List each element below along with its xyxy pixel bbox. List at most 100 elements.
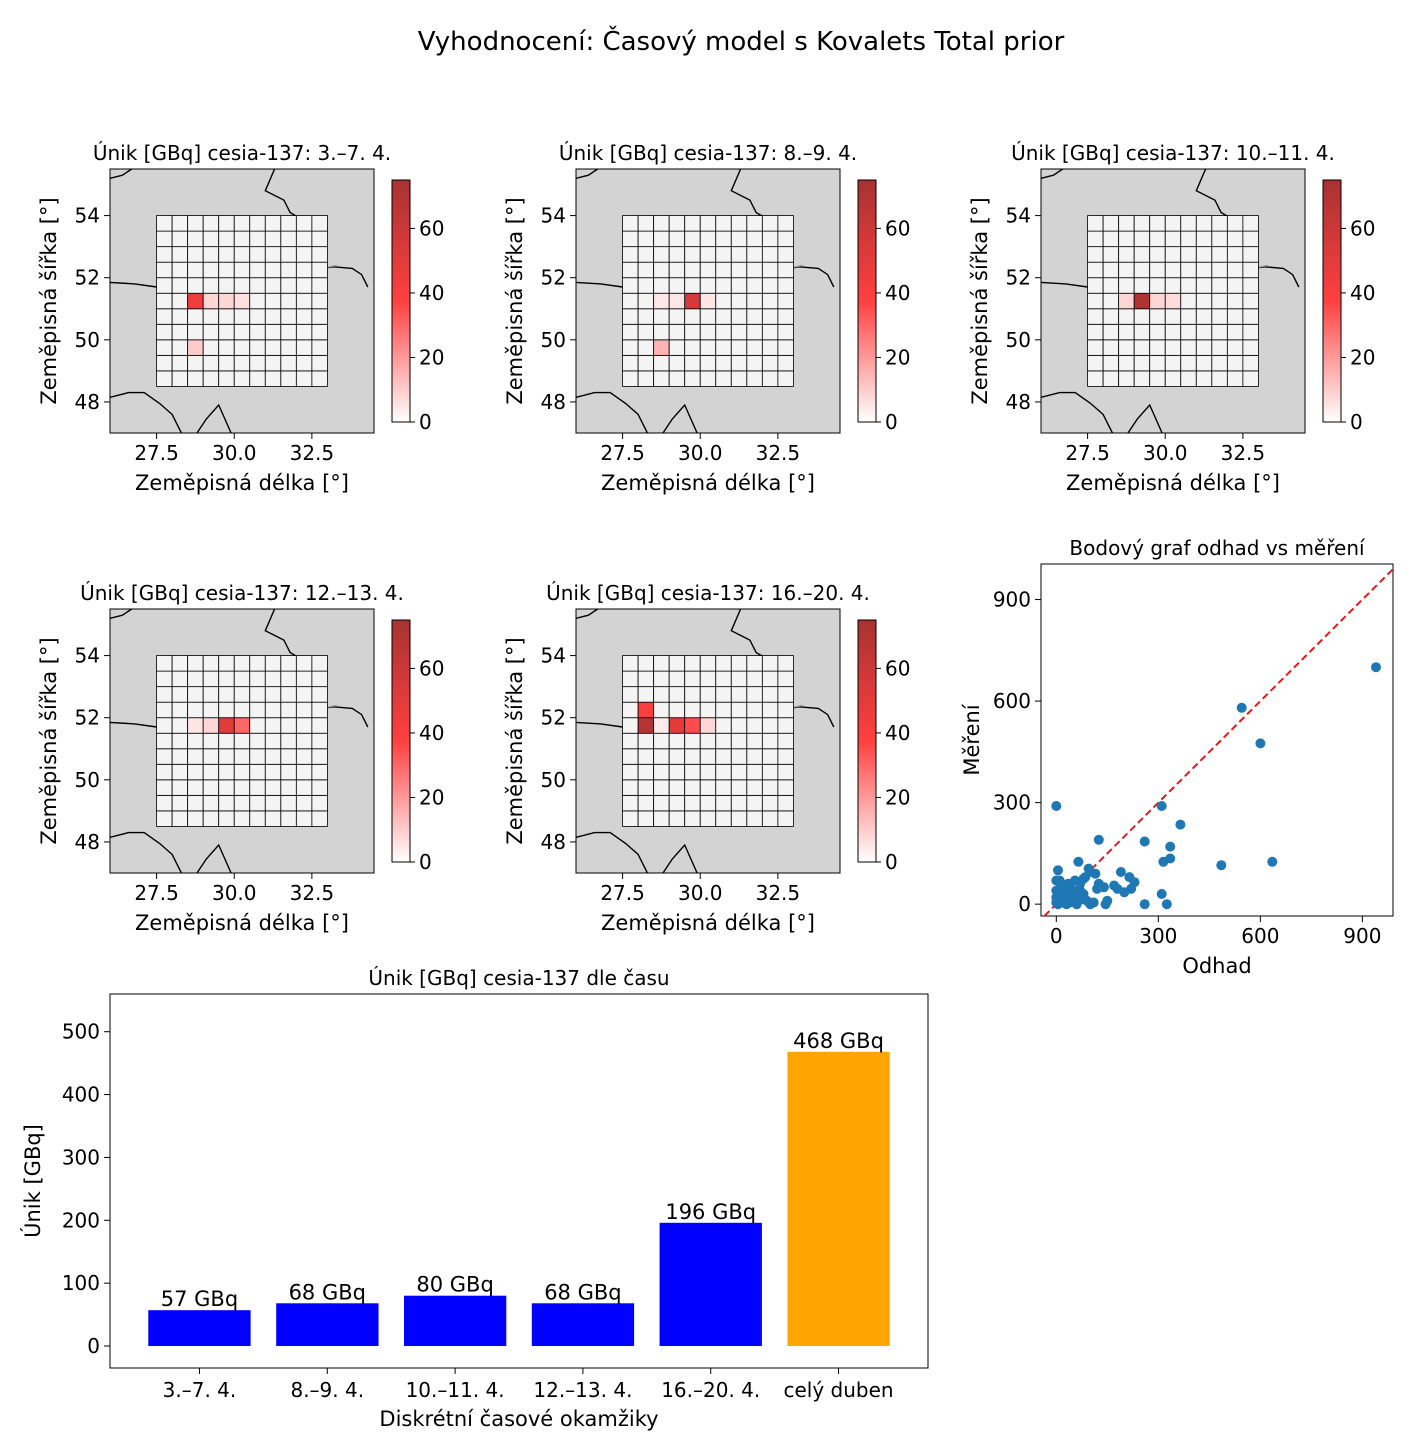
grid-cell-emission [1164,292,1182,310]
grid-cell [280,261,297,279]
grid-cell [1118,246,1135,263]
grid-cell [653,655,670,672]
border-line [196,843,232,873]
map-frame [575,608,841,874]
map-title: Únik [GBq] cesia-137: 16.–20. 4. [546,581,870,605]
grid-cell-emission [637,717,655,734]
grid-cell [1087,230,1104,248]
grid-cell [156,779,173,796]
x-tick-label: 30.0 [678,881,723,905]
grid-cell [1195,323,1213,341]
grid-cell [1087,277,1104,294]
grid-cell [730,308,748,325]
grid-cell [187,779,204,796]
grid-cell [699,246,717,263]
grid-cell [311,655,328,672]
grid-cell [202,370,220,387]
grid-cell [637,215,655,232]
grid-cell [1118,215,1135,232]
grid-cell [715,763,732,781]
grid-cell [1242,230,1259,248]
grid-cell [777,701,794,719]
x-tick-label: 30.0 [212,441,257,465]
grid-cell [684,215,701,232]
bar [659,1222,762,1346]
grid-cell [233,655,251,672]
grid-cell [668,748,686,765]
x-tick-label: 27.5 [600,441,645,465]
grid-cell-emission [233,717,251,734]
grid-cell [156,261,173,279]
grid-cell [699,748,717,765]
grid-cell [280,292,297,310]
border-line [110,831,183,873]
grid-cell [653,670,670,688]
y-tick-label: 200 [62,1208,100,1232]
grid-cell [1242,370,1259,387]
grid-cell [249,308,266,325]
grid-cell [187,670,204,688]
grid-cell [280,686,297,703]
grid-cell [1118,261,1135,279]
x-axis-label: Diskrétní časové okamžiky [379,1407,658,1431]
grid-cell [622,215,639,232]
grid-cell [156,763,173,781]
border-line [110,391,183,433]
grid-cell [1180,323,1197,341]
grid-cell [1180,277,1197,294]
colorbar-tick-label: 40 [419,281,444,305]
grid-cell [1102,230,1120,248]
grid-cell [730,748,748,765]
grid-cell [1118,354,1135,372]
grid-cell [699,810,717,827]
bar-value-label: 57 GBq [161,1287,238,1311]
grid-cell [171,717,189,734]
grid-cell-emission [653,717,670,734]
grid-cell [1226,292,1244,310]
grid-cell [637,732,655,750]
grid-cell [761,655,779,672]
grid-cell [1226,230,1244,248]
grid-cell [1133,370,1151,387]
grid-cell [264,763,282,781]
grid-cell [171,794,189,812]
y-tick-label: 50 [541,768,566,792]
grid-cell-emission [187,292,204,310]
grid-cell [311,230,328,248]
grid-cell [233,810,251,827]
grid-cell [280,794,297,812]
grid-cell [653,215,670,232]
grid-cell [1149,230,1166,248]
colorbar-tick-label: 0 [419,850,432,874]
y-axis-label: Zeměpisná šířka [°] [37,637,61,844]
grid-cell [1133,308,1151,325]
colorbar-tick-label: 20 [419,785,444,809]
grid-cell [202,308,220,325]
grid-cell [1242,215,1259,232]
y-tick-label: 54 [75,644,100,668]
grid-cell [653,794,670,812]
grid-cell [622,339,639,356]
grid-cell [715,277,732,294]
grid-cell [311,779,328,796]
grid-cell [1164,277,1182,294]
grid-cell [187,323,204,341]
grid-cell [653,261,670,279]
grid-cell [715,292,732,310]
grid-cell [1133,261,1151,279]
grid-cell [233,339,251,356]
grid-cell [777,246,794,263]
grid-cell [761,701,779,719]
grid-cell [1180,230,1197,248]
grid-cell [730,215,748,232]
x-axis-label: Zeměpisná délka [°] [135,471,349,495]
y-tick-label: 52 [541,706,566,730]
grid-cell [202,277,220,294]
grid-cell [280,763,297,781]
grid-cell [1226,277,1244,294]
grid-cell [156,655,173,672]
scatter-point [1053,865,1063,876]
grid-cell [777,215,794,232]
grid-cell [280,779,297,796]
grid-cell [1149,370,1166,387]
